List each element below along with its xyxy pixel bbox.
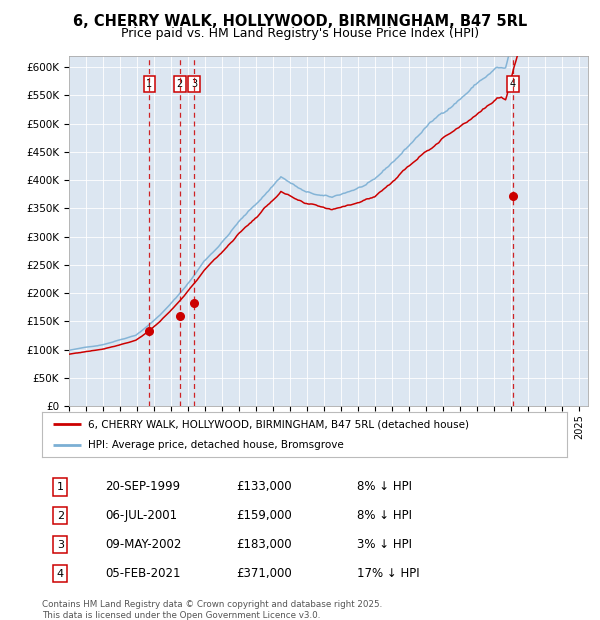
Text: 2: 2 xyxy=(57,511,64,521)
Text: Contains HM Land Registry data © Crown copyright and database right 2025.
This d: Contains HM Land Registry data © Crown c… xyxy=(42,600,382,619)
Text: 1: 1 xyxy=(146,79,152,89)
Text: 09-MAY-2002: 09-MAY-2002 xyxy=(105,538,181,551)
Text: 6, CHERRY WALK, HOLLYWOOD, BIRMINGHAM, B47 5RL (detached house): 6, CHERRY WALK, HOLLYWOOD, BIRMINGHAM, B… xyxy=(88,419,469,430)
Text: £183,000: £183,000 xyxy=(236,538,292,551)
Text: 05-FEB-2021: 05-FEB-2021 xyxy=(105,567,181,580)
Text: 8% ↓ HPI: 8% ↓ HPI xyxy=(357,480,412,494)
Text: Price paid vs. HM Land Registry's House Price Index (HPI): Price paid vs. HM Land Registry's House … xyxy=(121,27,479,40)
Text: 3: 3 xyxy=(191,79,197,89)
Text: 3: 3 xyxy=(57,540,64,550)
Text: 20-SEP-1999: 20-SEP-1999 xyxy=(105,480,180,494)
Text: £133,000: £133,000 xyxy=(236,480,292,494)
Text: 6, CHERRY WALK, HOLLYWOOD, BIRMINGHAM, B47 5RL: 6, CHERRY WALK, HOLLYWOOD, BIRMINGHAM, B… xyxy=(73,14,527,29)
Text: £371,000: £371,000 xyxy=(236,567,292,580)
Text: 17% ↓ HPI: 17% ↓ HPI xyxy=(357,567,419,580)
Text: 8% ↓ HPI: 8% ↓ HPI xyxy=(357,510,412,523)
Text: 2: 2 xyxy=(176,79,183,89)
Text: 3% ↓ HPI: 3% ↓ HPI xyxy=(357,538,412,551)
Text: 1: 1 xyxy=(57,482,64,492)
Text: HPI: Average price, detached house, Bromsgrove: HPI: Average price, detached house, Brom… xyxy=(88,440,344,450)
Text: 4: 4 xyxy=(57,569,64,578)
Text: £159,000: £159,000 xyxy=(236,510,292,523)
Text: 06-JUL-2001: 06-JUL-2001 xyxy=(105,510,177,523)
Text: 4: 4 xyxy=(510,79,516,89)
